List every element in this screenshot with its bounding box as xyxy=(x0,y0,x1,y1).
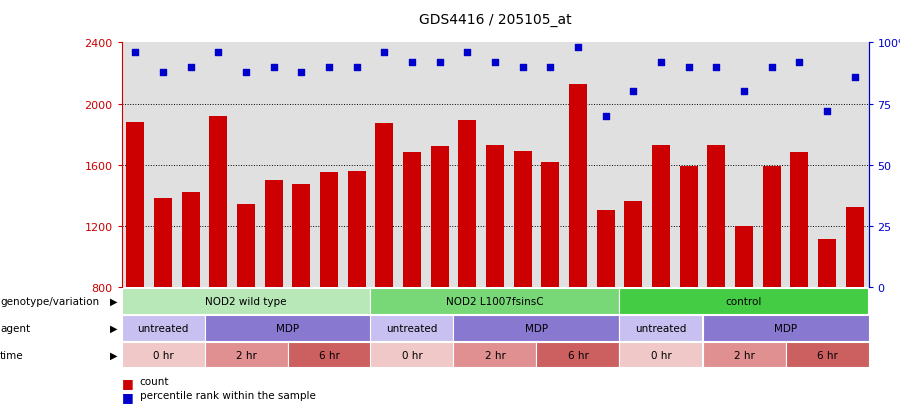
Point xyxy=(433,59,447,66)
Point xyxy=(571,45,585,52)
Bar xyxy=(182,192,200,287)
Bar xyxy=(154,199,172,287)
Point xyxy=(322,64,337,71)
Text: 2 hr: 2 hr xyxy=(484,350,506,360)
Text: percentile rank within the sample: percentile rank within the sample xyxy=(140,390,315,400)
Text: 2 hr: 2 hr xyxy=(734,350,754,360)
Bar xyxy=(790,153,808,287)
Text: untreated: untreated xyxy=(386,323,437,333)
Text: MDP: MDP xyxy=(525,323,548,333)
Bar xyxy=(818,240,836,287)
Point xyxy=(238,69,253,76)
Bar xyxy=(652,145,670,287)
Point xyxy=(128,50,142,57)
Bar xyxy=(403,153,421,287)
Bar xyxy=(735,226,753,287)
Bar xyxy=(569,85,587,287)
Bar xyxy=(514,152,532,287)
Point xyxy=(294,69,309,76)
Bar xyxy=(210,116,228,287)
Text: agent: agent xyxy=(0,323,30,333)
Point xyxy=(764,64,778,71)
Text: ▶: ▶ xyxy=(110,323,117,333)
Bar xyxy=(541,162,559,287)
Bar xyxy=(486,145,504,287)
Bar xyxy=(265,180,283,287)
Text: 0 hr: 0 hr xyxy=(651,350,671,360)
Text: ■: ■ xyxy=(122,390,133,403)
Text: GDS4416 / 205105_at: GDS4416 / 205105_at xyxy=(418,13,572,27)
Bar xyxy=(431,147,449,287)
Text: ▶: ▶ xyxy=(110,350,117,360)
Text: untreated: untreated xyxy=(635,323,687,333)
Bar xyxy=(237,205,255,287)
Point xyxy=(737,89,751,95)
Bar xyxy=(375,124,393,287)
Point xyxy=(626,89,641,95)
Bar xyxy=(126,123,144,287)
Text: untreated: untreated xyxy=(138,323,189,333)
Point xyxy=(653,59,668,66)
Point xyxy=(460,50,474,57)
Point xyxy=(598,113,613,120)
Bar xyxy=(347,171,365,287)
Text: time: time xyxy=(0,350,23,360)
Point xyxy=(488,59,502,66)
Text: 2 hr: 2 hr xyxy=(236,350,256,360)
Text: count: count xyxy=(140,376,169,386)
Text: 6 hr: 6 hr xyxy=(816,350,837,360)
Point xyxy=(820,108,834,115)
Point xyxy=(156,69,170,76)
Point xyxy=(212,50,226,57)
Point xyxy=(681,64,696,71)
Bar xyxy=(320,173,338,287)
Text: ▶: ▶ xyxy=(110,296,117,306)
Point xyxy=(349,64,364,71)
Point xyxy=(516,64,530,71)
Bar xyxy=(707,145,725,287)
Text: 0 hr: 0 hr xyxy=(401,350,422,360)
Bar xyxy=(846,208,864,287)
Point xyxy=(543,64,557,71)
Text: NOD2 L1007fsinsC: NOD2 L1007fsinsC xyxy=(446,296,544,306)
Point xyxy=(848,74,862,81)
Text: MDP: MDP xyxy=(774,323,797,333)
Bar xyxy=(458,121,476,287)
Point xyxy=(405,59,419,66)
Bar xyxy=(762,167,780,287)
Text: 6 hr: 6 hr xyxy=(319,350,339,360)
Text: 0 hr: 0 hr xyxy=(153,350,174,360)
Bar xyxy=(680,167,698,287)
Text: genotype/variation: genotype/variation xyxy=(0,296,99,306)
Bar xyxy=(597,211,615,287)
Text: control: control xyxy=(725,296,762,306)
Bar xyxy=(292,185,310,287)
Text: ■: ■ xyxy=(122,376,133,389)
Text: 6 hr: 6 hr xyxy=(568,350,589,360)
Point xyxy=(792,59,806,66)
Point xyxy=(709,64,724,71)
Text: NOD2 wild type: NOD2 wild type xyxy=(205,296,287,306)
Point xyxy=(377,50,392,57)
Point xyxy=(184,64,198,71)
Text: MDP: MDP xyxy=(276,323,299,333)
Bar xyxy=(625,202,643,287)
Point xyxy=(266,64,281,71)
